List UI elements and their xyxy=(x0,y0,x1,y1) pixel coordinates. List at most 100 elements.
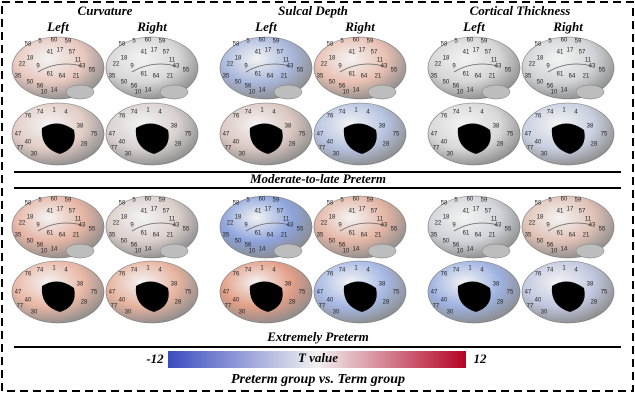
region-label: 57 xyxy=(69,50,76,56)
region-label: 11 xyxy=(491,217,498,223)
region-label: 9 xyxy=(338,64,342,70)
region-label: 22 xyxy=(321,221,328,227)
region-label: 21 xyxy=(281,74,288,80)
hemisphere-label: Left xyxy=(46,19,69,34)
region-label: 17 xyxy=(265,48,272,54)
region-label: 77 xyxy=(111,304,118,310)
region-label: 14 xyxy=(353,88,360,94)
region-label: 47 xyxy=(15,132,22,138)
brain-lateral xyxy=(521,195,615,259)
sulcus xyxy=(131,63,177,73)
region-label: 75 xyxy=(185,290,192,296)
region-label: 61 xyxy=(557,231,564,237)
brain-lateral xyxy=(427,195,521,259)
region-label: 75 xyxy=(393,132,400,138)
region-label: 5 xyxy=(340,198,344,204)
cerebellum xyxy=(367,84,397,100)
region-label: 50 xyxy=(443,239,450,245)
region-label: 61 xyxy=(255,231,262,237)
region-label: 28 xyxy=(497,142,504,148)
region-label: 41 xyxy=(255,50,262,56)
region-label: 77 xyxy=(319,304,326,310)
region-label: 43 xyxy=(495,64,502,70)
region-label: 1 xyxy=(260,108,264,114)
brain-lateral xyxy=(105,36,199,100)
region-label: 55 xyxy=(89,227,96,233)
region-label: 9 xyxy=(130,223,134,229)
medial-wall xyxy=(135,123,169,154)
region-label: 18 xyxy=(443,56,450,62)
region-label: 55 xyxy=(183,68,190,74)
region-label: 4 xyxy=(480,268,484,274)
column-title: Cortical Thickness xyxy=(470,3,571,18)
region-label: 55 xyxy=(297,227,304,233)
region-label: 1 xyxy=(146,266,150,272)
region-label: 14 xyxy=(145,247,152,253)
region-label: 76 xyxy=(535,272,542,278)
region-label: 28 xyxy=(81,300,88,306)
region-label: 57 xyxy=(579,209,586,215)
region-label: 14 xyxy=(51,247,58,253)
region-label: 41 xyxy=(463,50,470,56)
region-label: 17 xyxy=(57,48,64,54)
cerebellum xyxy=(159,243,189,259)
region-label: 61 xyxy=(557,72,564,78)
region-label: 22 xyxy=(529,221,536,227)
region-label: 18 xyxy=(235,215,242,221)
region-label: 10 xyxy=(457,90,464,96)
brain-lateral xyxy=(11,195,105,259)
hemisphere-label: Left xyxy=(462,19,485,34)
region-label: 11 xyxy=(169,58,176,64)
group-label: Moderate-to-late Preterm xyxy=(249,171,386,186)
footer: Preterm group vs. Term group xyxy=(231,372,405,387)
region-label: 56 xyxy=(245,84,252,90)
region-label: 14 xyxy=(353,247,360,253)
region-label: 55 xyxy=(505,68,512,74)
brain-lateral xyxy=(219,36,313,100)
region-label: 38 xyxy=(379,282,386,288)
region-label: 21 xyxy=(375,74,382,80)
region-label: 38 xyxy=(171,124,178,130)
region-label: 10 xyxy=(551,249,558,255)
region-label: 61 xyxy=(141,72,148,78)
region-label: 64 xyxy=(361,74,368,80)
region-label: 14 xyxy=(259,88,266,94)
medial-wall xyxy=(343,123,377,154)
region-label: 41 xyxy=(463,209,470,215)
region-label: 10 xyxy=(457,249,464,255)
region-label: 11 xyxy=(377,58,384,64)
region-label: 75 xyxy=(91,132,98,138)
region-label: 1 xyxy=(52,108,56,114)
region-label: 60 xyxy=(259,197,266,203)
region-label: 35 xyxy=(15,233,22,239)
region-label: 35 xyxy=(317,74,324,80)
region-label: 28 xyxy=(175,300,182,306)
region-label: 5 xyxy=(548,39,552,45)
region-label: 22 xyxy=(435,221,442,227)
region-label: 50 xyxy=(537,239,544,245)
region-label: 55 xyxy=(505,227,512,233)
region-label: 41 xyxy=(557,50,564,56)
region-label: 4 xyxy=(366,110,370,116)
region-label: 57 xyxy=(485,50,492,56)
region-label: 11 xyxy=(75,58,82,64)
region-label: 11 xyxy=(585,58,592,64)
region-label: 76 xyxy=(233,272,240,278)
cerebellum xyxy=(65,243,95,259)
region-label: 55 xyxy=(89,68,96,74)
region-label: 55 xyxy=(599,68,606,74)
group-label: Extremely Preterm xyxy=(266,329,368,344)
region-label: 74 xyxy=(453,110,460,116)
region-label: 38 xyxy=(77,282,84,288)
region-label: 64 xyxy=(475,74,482,80)
region-label: 47 xyxy=(431,290,438,296)
region-label: 64 xyxy=(361,233,368,239)
medial-wall xyxy=(343,281,377,312)
region-label: 50 xyxy=(329,239,336,245)
region-label: 43 xyxy=(287,223,294,229)
region-label: 40 xyxy=(327,140,334,146)
region-label: 58 xyxy=(25,42,32,48)
region-label: 35 xyxy=(223,74,230,80)
brain-lateral xyxy=(11,36,105,100)
region-label: 11 xyxy=(283,217,290,223)
